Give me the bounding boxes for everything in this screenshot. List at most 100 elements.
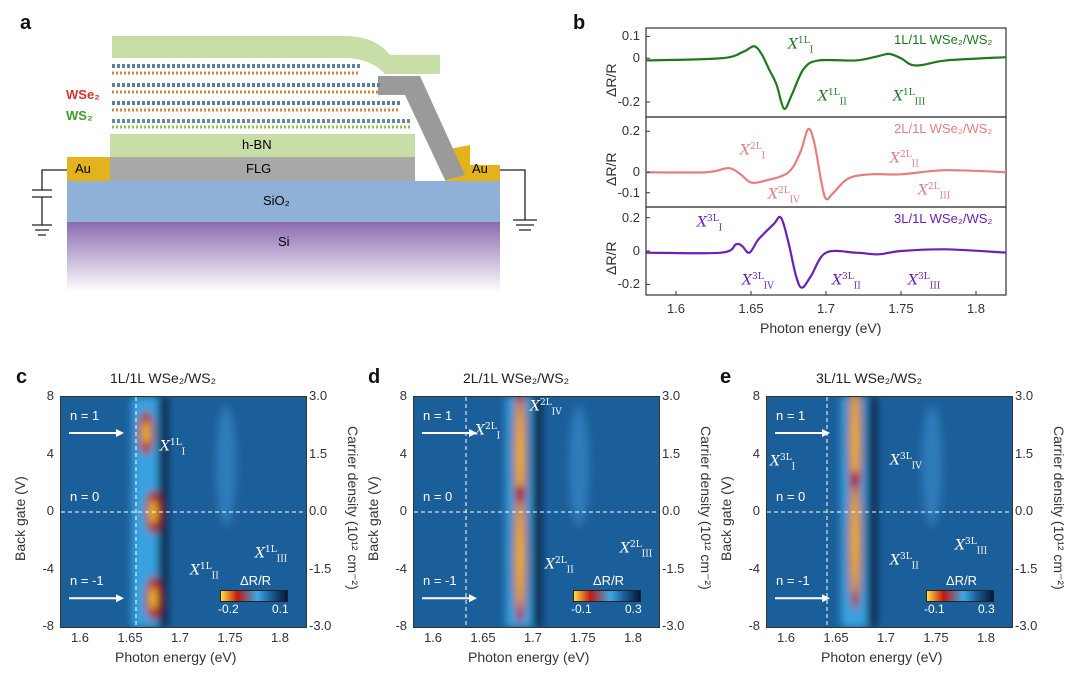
exciton-label: X1LI: [788, 36, 814, 56]
si-label: Si: [278, 234, 290, 249]
y-right-tick-label: 1.5: [309, 445, 328, 461]
colorbar-label: ΔR/R: [240, 573, 272, 588]
x-tick-label: 1.75: [217, 630, 243, 645]
y-tick-label: 0: [399, 503, 407, 518]
au-left: [67, 157, 110, 181]
arrow-icon: [69, 594, 124, 603]
y-right-tick-label: 0.0: [309, 503, 328, 518]
legend-label: 2L/1L WSe₂/WS₂: [894, 121, 993, 136]
carrier-label: n = 0: [70, 489, 100, 504]
carrier-label: n = -1: [423, 573, 457, 589]
y-tick-label: 4: [399, 445, 407, 461]
x-tick-label: 1.65: [823, 630, 849, 645]
exciton-label: X3LII: [890, 552, 919, 572]
x-tick-label: 1.6: [423, 630, 443, 645]
panel-label-c: c: [16, 366, 28, 388]
y-tick-label: 8: [752, 388, 760, 403]
heatmap-title: 1L/1L WSe₂/WS₂: [110, 370, 217, 386]
y-tick-label: 0: [632, 164, 640, 180]
arrow-icon: [69, 428, 124, 437]
y-axis-label: ΔR/R: [603, 152, 619, 186]
exciton-label: X2LI: [475, 422, 501, 442]
y-tick-label: 0: [632, 50, 640, 66]
x-tick-label: 1.7: [816, 301, 836, 316]
spectrum-line: [645, 215, 1007, 289]
heatmap-image: [61, 397, 306, 627]
hot-spot-core: [517, 500, 523, 611]
y-tick-label: 0.2: [621, 209, 640, 225]
colorbar-max: 0.1: [272, 602, 289, 616]
y-right-tick-label: 3.0: [309, 388, 328, 403]
y-tick-label: 0: [752, 503, 760, 518]
y-tick-label: 0: [632, 243, 640, 258]
y-tick-label: -4: [748, 560, 760, 576]
exciton-label: X2LII: [545, 556, 574, 576]
colorbar: [573, 590, 641, 602]
weak-feature: [569, 406, 589, 526]
x-tick-label: 1.7: [170, 630, 190, 645]
flg-label: FLG: [246, 161, 272, 176]
flg-contact: [378, 76, 465, 180]
spectrum-line: [645, 45, 1007, 110]
arrow-icon: [422, 428, 477, 437]
y-tick-label: 0.1: [621, 28, 640, 44]
colorbar-max: 0.3: [625, 602, 642, 616]
y-right-tick-label: 1.5: [662, 445, 681, 461]
hot-spot-core: [852, 485, 858, 596]
y-tick-label: -4: [395, 560, 407, 576]
legend-label: 1L/1L WSe₂/WS₂: [894, 32, 993, 47]
dark-band: [532, 397, 542, 627]
y-tick-label: 8: [46, 388, 54, 403]
y-tick-label: -8: [395, 618, 407, 633]
heatmap-title: 3L/1L WSe₂/WS₂: [816, 370, 923, 386]
carrier-label: n = 0: [423, 489, 453, 504]
y-tick-label: 0.2: [621, 123, 640, 139]
carrier-label: n = -1: [70, 573, 104, 589]
heatmap-panel: [413, 396, 660, 628]
exciton-label: X3LIII: [908, 272, 941, 292]
y-right-tick-label: -3.0: [309, 618, 332, 633]
y-tick-label: -8: [748, 618, 760, 633]
y-right-tick-label: 0.0: [1015, 503, 1034, 518]
y-axis-label: Back gate (V): [12, 476, 28, 561]
colorbar-min: -0.1: [924, 602, 945, 616]
weak-feature: [216, 406, 236, 526]
y-right-tick-label: -3.0: [1015, 618, 1038, 633]
exciton-label: X2LIII: [620, 540, 653, 560]
heatmap-panel: [766, 396, 1013, 628]
y-tick-label: -4: [42, 560, 54, 576]
hot-spot-core: [517, 399, 523, 510]
y-axis-label: Back gate (V): [718, 476, 734, 561]
hbn-bottom: [110, 134, 415, 157]
x-tick-label: 1.6: [776, 630, 796, 645]
y-tick-label: -0.1: [617, 184, 640, 200]
heatmap-image: [414, 397, 659, 627]
y-right-tick-label: 0.0: [662, 503, 681, 518]
dark-band: [158, 397, 168, 627]
y-tick-label: -0.2: [617, 276, 640, 292]
x-axis-label: Photon energy (eV): [468, 649, 590, 665]
y-right-tick-label: -1.5: [309, 560, 332, 576]
exciton-label: X2LII: [890, 150, 919, 170]
y-axis-label: ΔR/R: [603, 63, 619, 97]
y-right-tick-label: -3.0: [662, 618, 685, 633]
y-right-tick-label: -1.5: [662, 560, 685, 576]
x-tick-label: 1.8: [270, 630, 290, 645]
hot-spot-core: [852, 397, 858, 496]
exciton-label: X2LIV: [530, 398, 562, 418]
y-right-tick-label: 3.0: [662, 388, 681, 403]
weak-feature: [922, 406, 942, 526]
x-tick-label: 1.8: [966, 301, 986, 316]
exciton-label: X3LIII: [955, 537, 988, 557]
colorbar-max: 0.3: [978, 602, 995, 616]
x-tick-label: 1.8: [976, 630, 996, 645]
sio2-layer: [67, 181, 500, 222]
colorbar-min: -0.1: [571, 602, 592, 616]
exciton-label: X3LI: [697, 214, 723, 234]
x-tick-label: 1.75: [923, 630, 949, 645]
y-right-tick-label: 1.5: [1015, 445, 1034, 461]
exciton-label: X2LI: [740, 142, 766, 162]
ws2-label: WS₂: [66, 108, 93, 123]
x-tick-label: 1.7: [523, 630, 543, 645]
y-tick-label: 0: [46, 503, 54, 518]
